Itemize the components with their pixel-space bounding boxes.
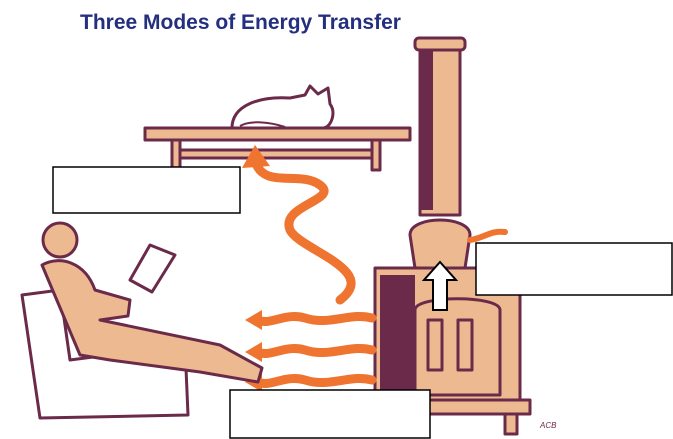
answer-box[interactable]	[230, 390, 430, 438]
chimney-part	[415, 38, 465, 50]
stove-part	[428, 320, 442, 370]
man-in-chair-part	[43, 223, 77, 257]
chimney-part	[470, 232, 505, 240]
stove-part	[505, 414, 517, 434]
stove-part	[380, 275, 415, 400]
shelf	[145, 128, 410, 170]
cat	[232, 86, 333, 128]
man-in-chair-part	[130, 245, 175, 292]
heat-arrows-part	[258, 316, 372, 321]
heat-arrows-part	[258, 378, 372, 383]
shelf-part	[145, 128, 410, 140]
heat-arrows-part	[258, 348, 372, 353]
heat-arrows-part	[255, 160, 351, 300]
chimney	[410, 38, 505, 268]
answer-box[interactable]	[53, 167, 240, 213]
answer-box[interactable]	[476, 243, 672, 295]
illustration: Three Modes of Energy Transfer ACB	[0, 0, 673, 439]
stove-part	[458, 320, 472, 370]
heat-arrows-part	[245, 310, 262, 330]
chimney-part	[421, 50, 433, 210]
cat-part	[232, 86, 333, 128]
title: Three Modes of Energy Transfer	[80, 11, 401, 34]
man-in-chair	[22, 223, 262, 418]
signature: ACB	[539, 421, 557, 430]
shelf-part	[180, 150, 372, 158]
